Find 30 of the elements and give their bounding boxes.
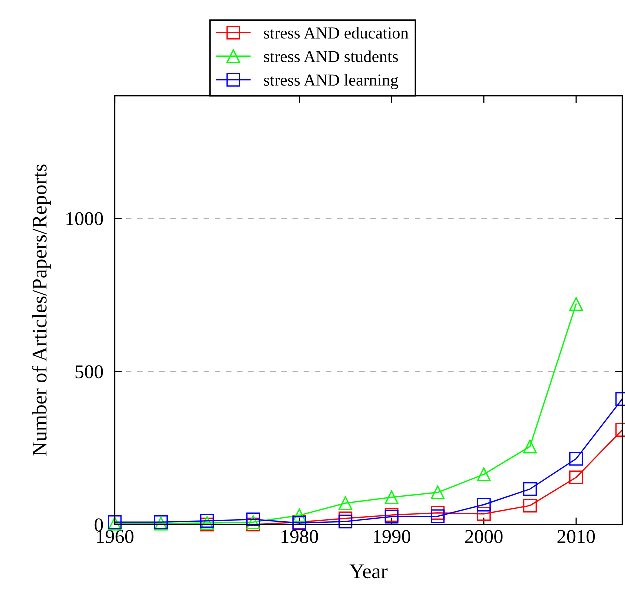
point <box>292 508 306 522</box>
legend-label: stress AND students <box>264 50 398 62</box>
point <box>384 490 399 504</box>
point <box>569 452 584 466</box>
point <box>477 498 491 512</box>
point <box>431 510 445 524</box>
point <box>338 496 353 510</box>
y-axis-title: Number of Articles/Papers/Reports <box>32 164 52 456</box>
point <box>431 486 445 500</box>
point <box>569 297 584 312</box>
x-tick-label: 1980 <box>282 530 318 544</box>
legend-label: stress AND learning <box>264 74 398 90</box>
point <box>246 512 260 526</box>
x-axis-title: Year <box>350 564 388 579</box>
y-tick-label: 1000 <box>66 212 104 226</box>
point <box>523 498 538 513</box>
point <box>246 515 260 530</box>
point <box>477 468 491 482</box>
x-tick-label: 2010 <box>558 530 596 544</box>
point <box>523 440 538 454</box>
y-tick-label: 500 <box>76 366 104 379</box>
point <box>569 470 584 485</box>
point <box>523 482 538 496</box>
point <box>338 514 353 529</box>
x-tick-label: 1960 <box>97 530 134 544</box>
point <box>477 507 491 521</box>
y-tick-label: 0 <box>94 518 104 532</box>
legend-label: stress AND education <box>264 27 409 39</box>
x-tick-label: 1990 <box>374 530 411 544</box>
x-tick-label: 2000 <box>466 530 503 544</box>
